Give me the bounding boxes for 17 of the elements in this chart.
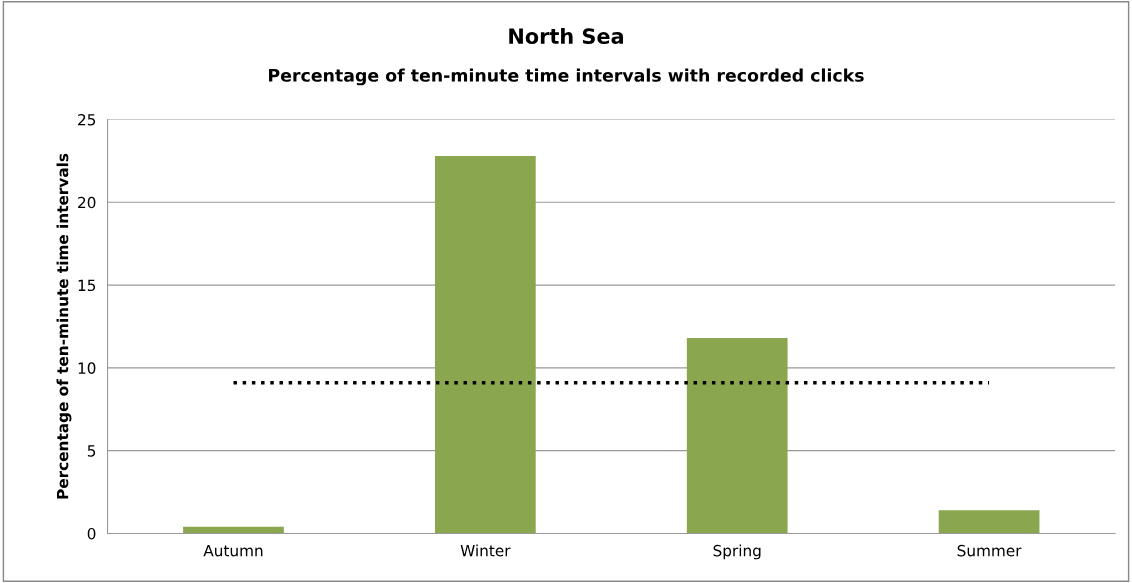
x-tick-label: Winter xyxy=(460,544,511,557)
y-tick-label: 25 xyxy=(78,113,96,126)
bar xyxy=(434,155,536,534)
y-tick-label: 5 xyxy=(87,445,96,457)
chart-title: North Sea xyxy=(509,27,623,45)
x-tick-label: Autumn xyxy=(203,545,263,557)
y-tick-label: 15 xyxy=(78,279,96,292)
bar xyxy=(938,510,1040,534)
bar xyxy=(686,338,788,534)
x-tick-label: Spring xyxy=(713,544,761,560)
y-tick-label: 0 xyxy=(87,527,96,540)
bar xyxy=(183,526,284,534)
y-tick-label: 10 xyxy=(78,362,96,374)
chart-subtitle: Percentage of ten-minute time intervals with recorded clicks xyxy=(269,68,864,86)
y-axis-title: Percentage of ten-minute time intervals xyxy=(56,153,72,499)
x-tick-label: Summer xyxy=(957,544,1022,557)
y-tick-label: 20 xyxy=(78,196,96,209)
